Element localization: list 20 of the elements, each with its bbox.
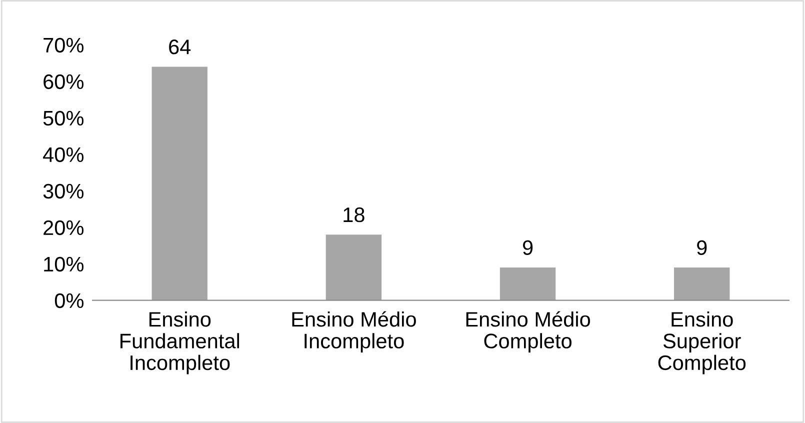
- x-tick-label: Ensino Fundamental Incompleto: [120, 311, 240, 374]
- data-label: 64: [169, 40, 191, 54]
- bar: [152, 66, 208, 300]
- y-tick-label: 70%: [44, 38, 84, 53]
- y-tick-label: 20%: [44, 220, 84, 236]
- data-label: 9: [522, 240, 533, 256]
- bar: [326, 234, 382, 300]
- x-tick-label: Ensino Superior Completo: [658, 311, 746, 374]
- bar: [500, 267, 556, 300]
- data-label: 9: [697, 240, 707, 256]
- y-tick-label: 60%: [44, 74, 84, 90]
- x-tick-label: Ensino Médio Completo: [466, 311, 590, 353]
- bar: [674, 267, 730, 300]
- y-tick-label: 50%: [43, 110, 84, 126]
- y-tick-label: 40%: [43, 147, 84, 162]
- data-label: 18: [344, 207, 364, 222]
- y-tick-label: 10%: [44, 256, 84, 272]
- y-tick-label: 30%: [43, 184, 84, 199]
- x-tick-label: Ensino Médio Incompleto: [292, 311, 416, 353]
- y-tick-label: 0%: [54, 293, 84, 308]
